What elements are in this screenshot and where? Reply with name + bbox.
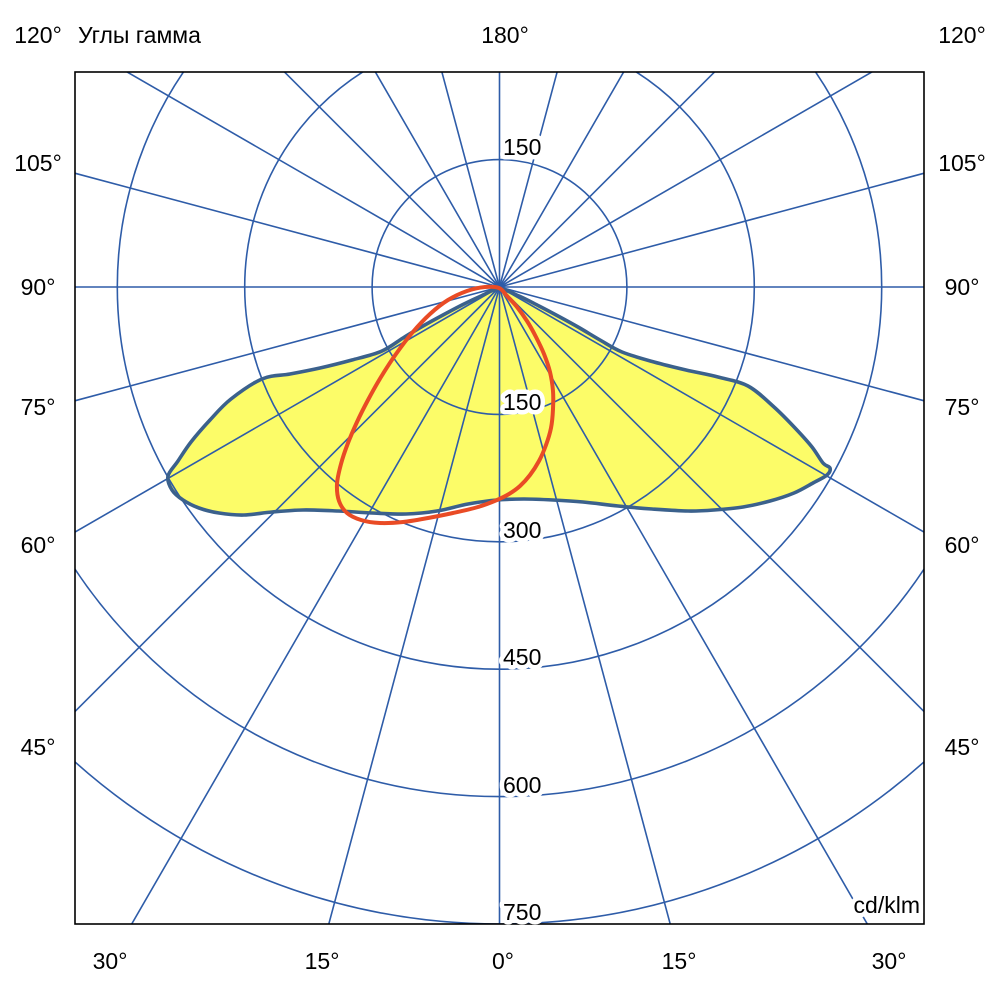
c90-c270-curve <box>334 284 556 526</box>
polar-grid-ray <box>498 286 869 924</box>
gamma-label-60-left: 60° <box>21 532 56 558</box>
gamma-label-45-right: 45° <box>945 734 980 760</box>
polar-grid-ray <box>75 286 500 534</box>
polar-grid-ray <box>283 72 501 288</box>
polar-grid-ray <box>498 72 625 288</box>
gamma-label-30-bottom-right: 30° <box>872 948 907 974</box>
polar-grid-ray <box>498 72 558 288</box>
chart-labels: 120° Углы гамма 180° 120° 105° 90° 75° 60° 45° 10… <box>14 22 986 974</box>
gamma-label-15-bottom-left: 15° <box>305 948 340 974</box>
polar-grid-ray <box>125 72 500 288</box>
polar-grid-ray <box>130 286 501 924</box>
gamma-label-30-bottom-left: 30° <box>93 948 128 974</box>
polar-grid-ray <box>498 286 924 713</box>
radial-tick-750: 750 <box>503 899 541 925</box>
gamma-label-180-top: 180° <box>481 22 529 48</box>
polar-grid-ray <box>499 72 874 288</box>
polar-grid-ray <box>498 72 716 288</box>
chart-title: Углы гамма <box>78 22 201 48</box>
polar-grid-ray <box>75 172 500 288</box>
polar-grid-ray <box>499 286 924 534</box>
polar-grid-ray <box>75 286 500 402</box>
gamma-label-0-bottom: 0° <box>492 948 514 974</box>
gamma-label-90-right: 90° <box>945 274 980 300</box>
polar-grid-ray <box>75 286 501 713</box>
gamma-label-105-left: 105° <box>14 150 62 176</box>
gamma-label-60-right: 60° <box>945 532 980 558</box>
polar-grid-ray <box>441 72 501 288</box>
radial-tick-150: 150 <box>503 389 541 415</box>
gamma-label-120-top-left: 120° <box>14 22 62 48</box>
plot-frame <box>74 71 925 925</box>
radial-tick-150-upper: 150 <box>503 134 541 160</box>
gamma-label-90-left: 90° <box>21 274 56 300</box>
polar-grid-ray <box>498 286 672 924</box>
gamma-label-105-right: 105° <box>938 150 986 176</box>
unit-label: cd/klm <box>854 892 920 918</box>
polar-grid-ray <box>499 172 924 288</box>
polar-grid-ray <box>374 72 501 288</box>
radial-tick-300: 300 <box>503 517 541 543</box>
gamma-label-45-left: 45° <box>21 734 56 760</box>
gamma-label-15-bottom-right: 15° <box>662 948 697 974</box>
radial-tick-600: 600 <box>503 772 541 798</box>
radial-tick-450: 450 <box>503 644 541 670</box>
polar-grid-ray <box>499 286 924 402</box>
polar-grid-ray <box>327 286 501 924</box>
gamma-label-75-right: 75° <box>945 394 980 420</box>
gamma-label-120-top-right: 120° <box>938 22 986 48</box>
gamma-label-75-left: 75° <box>21 394 56 420</box>
